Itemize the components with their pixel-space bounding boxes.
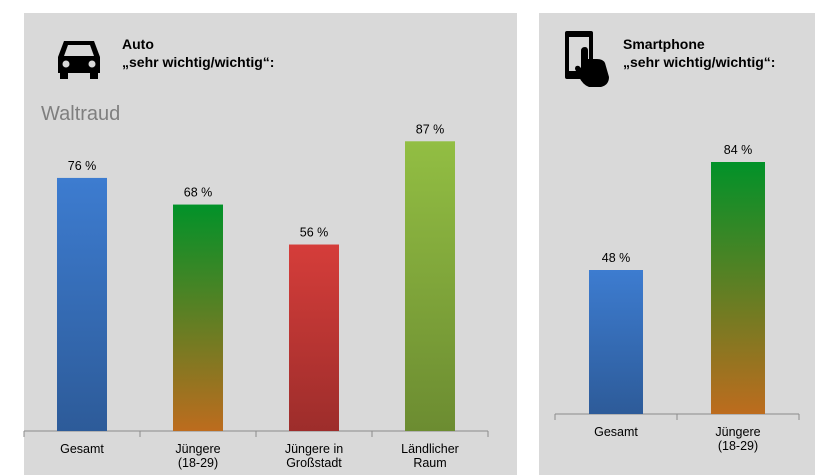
auto-bar <box>173 204 223 431</box>
auto-category-label: (18-29) <box>178 456 218 470</box>
smartphone-chart-panel: Smartphone „sehr wichtig/wichtig“: 48 % G… <box>539 13 815 475</box>
smartphone-bar <box>711 162 765 414</box>
auto-category-label: Gesamt <box>60 442 104 456</box>
car-icon <box>58 41 100 79</box>
smartphone-bar <box>589 270 643 414</box>
auto-category-label: Großstadt <box>286 456 342 470</box>
auto-bar <box>57 177 107 431</box>
auto-value-label: 87 % <box>416 122 445 136</box>
auto-chart-panel: Auto „sehr wichtig/wichtig“: Waltraud 76… <box>23 13 517 475</box>
smartphone-bar-chart: 48 % Gesamt 84 % Jüngere(18-29) <box>554 143 800 453</box>
auto-value-label: 68 % <box>184 186 213 200</box>
smartphone-value-label: 48 % <box>602 251 631 265</box>
auto-bar <box>405 141 455 432</box>
auto-category-label: Ländlicher <box>401 442 459 456</box>
auto-bar-chart: 76 % Gesamt 68 % Jüngere(18-29) 56 % Jüngere … <box>23 122 489 470</box>
smartphone-category-label: (18-29) <box>718 439 758 453</box>
smartphone-category-label: Jüngere <box>715 425 760 439</box>
auto-category-label: Jüngere <box>175 442 220 456</box>
smartphone-value-label: 84 % <box>724 143 753 157</box>
auto-category-label: Raum <box>413 456 446 470</box>
auto-value-label: 76 % <box>68 159 97 173</box>
auto-title-line-2: „sehr wichtig/wichtig“: <box>122 54 275 70</box>
smartphone-title-line-2: „sehr wichtig/wichtig“: <box>623 54 776 70</box>
smartphone-touch-icon <box>565 31 609 87</box>
watermark-text: Waltraud <box>41 103 121 125</box>
smartphone-category-label: Gesamt <box>594 425 638 439</box>
auto-value-label: 56 % <box>300 226 329 240</box>
smartphone-title-line-1: Smartphone <box>623 36 705 52</box>
auto-title-line-1: Auto <box>122 36 154 52</box>
auto-category-label: Jüngere in <box>285 442 343 456</box>
auto-bar <box>289 244 339 431</box>
smartphone-chart-title: Smartphone „sehr wichtig/wichtig“: <box>623 35 775 71</box>
auto-chart-title: Auto „sehr wichtig/wichtig“: <box>122 35 274 71</box>
